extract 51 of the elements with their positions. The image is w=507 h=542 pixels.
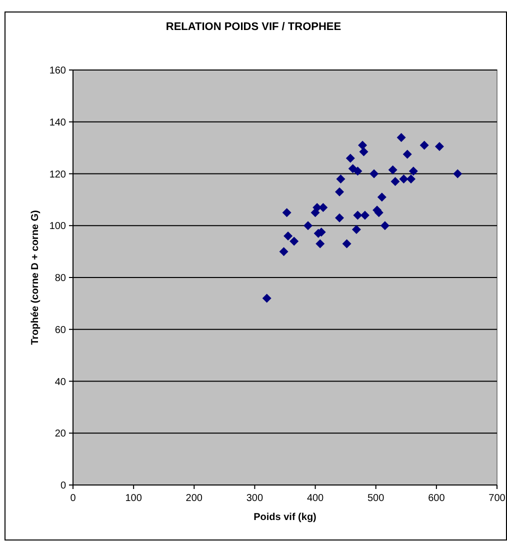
point (352, 225, 361, 234)
point (279, 247, 288, 256)
point (380, 221, 390, 230)
point (390, 177, 400, 186)
point (346, 154, 355, 163)
point (408, 166, 418, 176)
x-tick-label: 300 (246, 493, 264, 504)
y-tick-label: 140 (49, 117, 66, 128)
point (353, 210, 362, 220)
point (396, 132, 406, 142)
x-tick-label: 400 (306, 493, 324, 504)
y-tick-label: 20 (54, 428, 66, 440)
x-axis-title: Poids vif (kg) (254, 512, 316, 523)
point (353, 166, 362, 176)
chart-title: RELATION POIDS VIF / TROPHEE (166, 21, 342, 33)
point (453, 169, 462, 178)
point (335, 213, 344, 222)
point (360, 210, 370, 220)
point (388, 165, 398, 174)
point (358, 140, 368, 150)
x-tick-label: 500 (368, 493, 385, 504)
point (399, 174, 408, 184)
y-axis-title: Trophée (corne D + corne G) (30, 210, 41, 345)
y-tick-label: 0 (60, 480, 66, 492)
point (359, 147, 368, 156)
point (370, 169, 379, 178)
y-tick-label: 80 (54, 273, 66, 284)
y-tick-label: 60 (54, 324, 66, 336)
point (290, 236, 299, 246)
x-tick-label: 700 (488, 493, 506, 504)
x-tick-label: 600 (428, 493, 446, 504)
point (402, 150, 412, 159)
point (420, 140, 429, 150)
point (282, 208, 292, 218)
point (316, 239, 325, 248)
x-tick-label: 100 (125, 493, 142, 504)
y-tick-label: 160 (49, 66, 66, 76)
point (284, 232, 293, 240)
point (335, 187, 344, 196)
point (377, 192, 386, 202)
y-tick-label: 40 (54, 376, 66, 388)
x-tick-label: 0 (70, 493, 76, 504)
y-tick-label: 120 (49, 169, 66, 180)
point (336, 174, 346, 184)
y-tick-label: 100 (49, 221, 66, 232)
point (434, 142, 444, 152)
point (406, 174, 416, 184)
x-tick-label: 200 (186, 493, 203, 504)
point (304, 221, 313, 230)
point (262, 294, 272, 303)
point (342, 239, 352, 248)
